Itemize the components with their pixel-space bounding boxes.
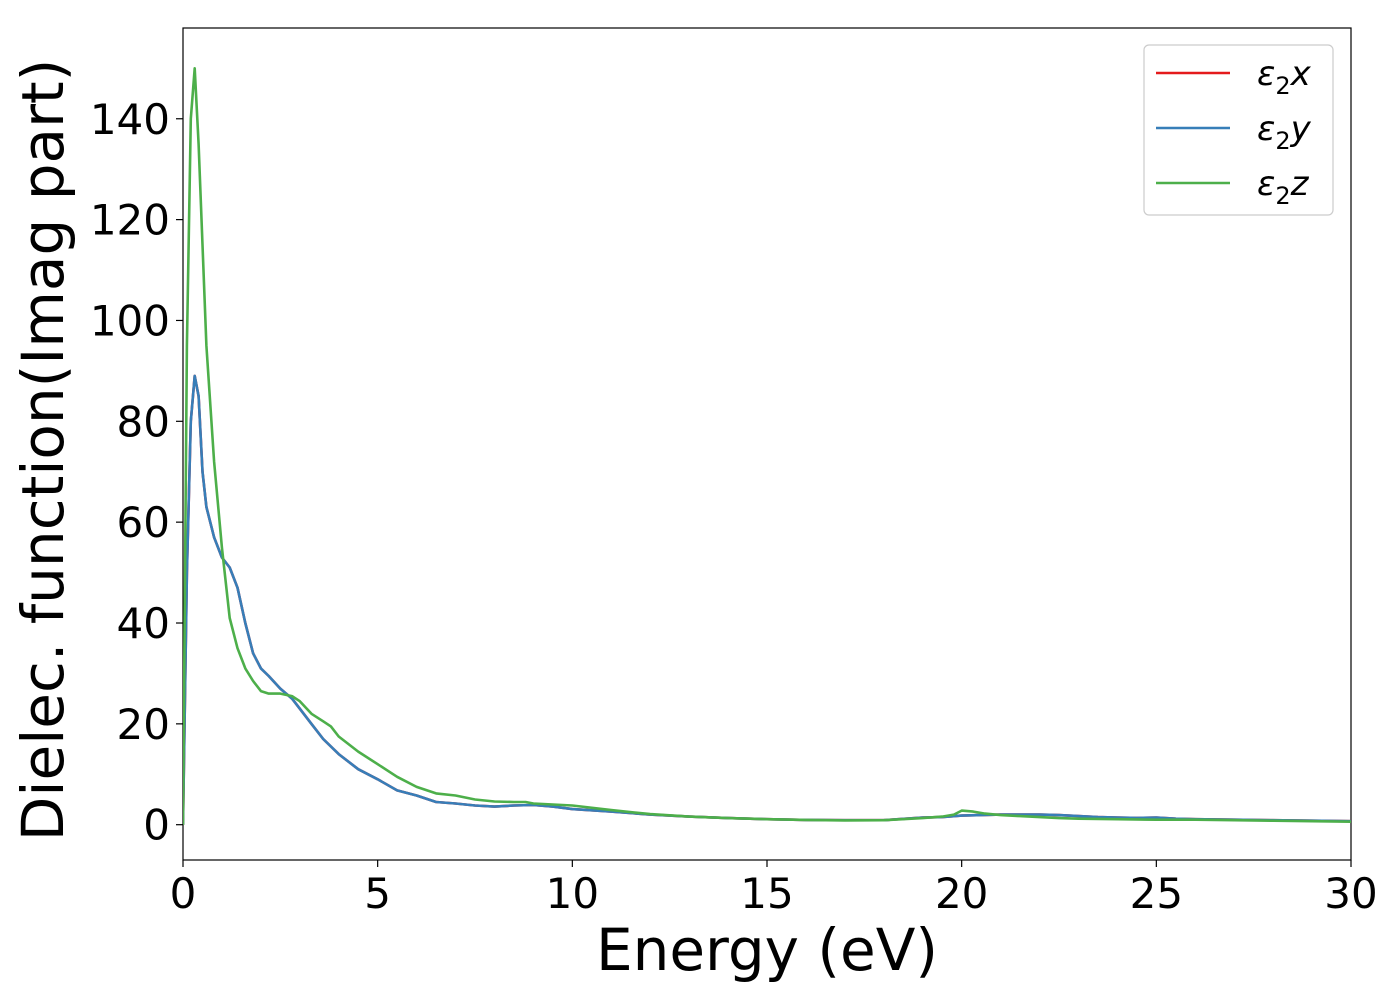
y-tick-label: 60 bbox=[117, 498, 170, 547]
legend-label-y: ε2y bbox=[1257, 109, 1312, 155]
legend: ε2x ε2y ε2z bbox=[1143, 44, 1334, 216]
y-axis-label: Dielec. function(Imag part) bbox=[9, 59, 77, 842]
x-tick-label: 0 bbox=[170, 869, 197, 918]
series-line-y bbox=[183, 374, 1351, 825]
x-tick-label: 25 bbox=[1130, 869, 1183, 918]
y-tick-label: 100 bbox=[90, 296, 170, 345]
series-line-x bbox=[183, 374, 1351, 825]
x-tick-label: 5 bbox=[364, 869, 391, 918]
legend-label-x: ε2x bbox=[1257, 54, 1312, 100]
ticks-layer: 0 5 10 15 20 25 30 0 20 40 60 80 100 120 140 bbox=[90, 95, 1378, 918]
y-tick-label: 140 bbox=[90, 95, 170, 144]
x-tick-label: 30 bbox=[1324, 869, 1377, 918]
y-tick-label: 80 bbox=[117, 397, 170, 446]
series-line-z bbox=[183, 67, 1351, 825]
x-tick-label: 10 bbox=[546, 869, 599, 918]
y-tick-label: 120 bbox=[90, 196, 170, 245]
series-layer bbox=[183, 67, 1351, 825]
y-tick-label: 20 bbox=[117, 700, 170, 749]
y-tick-label: 0 bbox=[143, 801, 170, 850]
legend-label-z: ε2z bbox=[1257, 164, 1310, 210]
legend-box bbox=[1143, 44, 1334, 216]
x-tick-label: 20 bbox=[935, 869, 988, 918]
x-tick-label: 15 bbox=[740, 869, 793, 918]
y-tick-label: 40 bbox=[117, 599, 170, 648]
x-axis-label: Energy (eV) bbox=[596, 916, 938, 984]
